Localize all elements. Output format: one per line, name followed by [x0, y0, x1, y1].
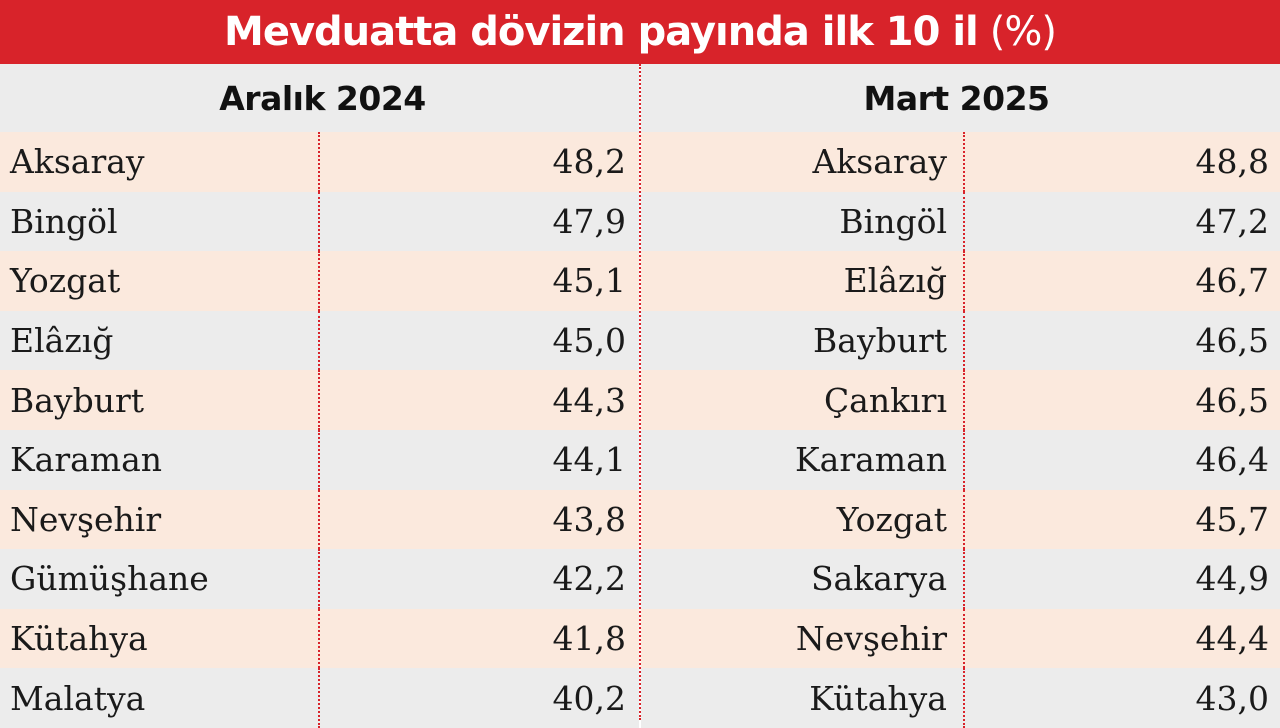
table-row: Kütahya 43,0	[641, 668, 1280, 728]
province-name: Bayburt	[813, 321, 947, 361]
share-value: 46,5	[1195, 321, 1269, 361]
table-row: Karaman 44,1	[0, 429, 639, 490]
share-value: 45,1	[552, 261, 626, 301]
province-name: Bayburt	[10, 380, 144, 420]
table-row: Nevşehir 44,4	[641, 608, 1280, 669]
table-row: Gümüşhane 42,2	[0, 549, 639, 609]
cell-divider	[318, 132, 320, 192]
province-name: Elâzığ	[843, 261, 947, 301]
share-value: 48,8	[1195, 142, 1269, 182]
cell-divider	[318, 489, 320, 550]
province-name: Bingöl	[839, 201, 947, 241]
table-row: Malatya 40,2	[0, 668, 639, 728]
province-name: Çankırı	[823, 380, 947, 420]
province-name: Yozgat	[836, 499, 947, 539]
panel-mart-2025: Mart 2025 Aksaray 48,8 Bingöl 47,2 Elâzığ 46,…	[641, 64, 1280, 728]
cell-divider	[963, 251, 965, 311]
cell-divider	[318, 251, 320, 311]
cell-divider	[318, 549, 320, 609]
column-header-left-label: Aralık 2024	[219, 78, 426, 118]
column-header-right-label: Mart 2025	[863, 78, 1051, 118]
cell-divider	[963, 429, 965, 490]
cell-divider	[318, 668, 320, 728]
share-value: 44,3	[552, 380, 626, 420]
column-header-right: Mart 2025	[641, 64, 1280, 132]
column-header-left: Aralık 2024	[0, 64, 639, 132]
table-row: Bayburt 46,5	[641, 310, 1280, 371]
province-name: Sakarya	[810, 559, 947, 599]
province-name: Aksaray	[10, 142, 145, 182]
province-name: Gümüşhane	[10, 559, 209, 599]
table-row: Aksaray 48,8	[641, 132, 1280, 192]
cell-divider	[963, 668, 965, 728]
province-name: Bingöl	[10, 201, 118, 241]
share-value: 46,4	[1195, 440, 1269, 480]
panel-aralik-2024: Aralık 2024 Aksaray 48,2 Bingöl 47,9 Yozgat 4…	[0, 64, 639, 728]
table-title: Mevduatta dövizin payında ilk 10 il (%)	[0, 0, 1280, 64]
province-name: Karaman	[795, 440, 947, 480]
province-name: Kütahya	[10, 619, 148, 659]
province-name: Yozgat	[10, 261, 121, 301]
cell-divider	[318, 429, 320, 490]
cell-divider	[318, 370, 320, 430]
share-value: 46,5	[1195, 380, 1269, 420]
cell-divider	[963, 370, 965, 430]
share-value: 43,0	[1195, 678, 1269, 718]
share-value: 44,9	[1195, 559, 1269, 599]
share-value: 46,7	[1195, 261, 1269, 301]
table-row: Bingöl 47,9	[0, 191, 639, 252]
cell-divider	[963, 489, 965, 550]
province-name: Elâzığ	[10, 321, 114, 361]
table-row: Elâzığ 46,7	[641, 251, 1280, 311]
cell-divider	[963, 132, 965, 192]
cell-divider	[318, 608, 320, 669]
province-name: Aksaray	[812, 142, 947, 182]
cell-divider	[963, 310, 965, 371]
share-value: 47,9	[552, 201, 626, 241]
cell-divider	[963, 549, 965, 609]
rows-left: Aksaray 48,2 Bingöl 47,9 Yozgat 45,1 Elâzığ 45,…	[0, 132, 639, 728]
province-name: Karaman	[10, 440, 162, 480]
cell-divider	[318, 310, 320, 371]
table-row: Sakarya 44,9	[641, 549, 1280, 609]
province-name: Nevşehir	[10, 499, 162, 539]
cell-divider	[963, 608, 965, 669]
title-text: Mevduatta dövizin payında ilk 10 il	[224, 9, 979, 55]
share-value: 44,1	[552, 440, 626, 480]
table-row: Bayburt 44,3	[0, 370, 639, 430]
province-name: Kütahya	[809, 678, 947, 718]
table-row: Çankırı 46,5	[641, 370, 1280, 430]
share-value: 48,2	[552, 142, 626, 182]
share-value: 45,0	[552, 321, 626, 361]
table-row: Yozgat 45,1	[0, 251, 639, 311]
share-value: 45,7	[1195, 499, 1269, 539]
table-row: Elâzığ 45,0	[0, 310, 639, 371]
table-row: Bingöl 47,2	[641, 191, 1280, 252]
table-row: Aksaray 48,2	[0, 132, 639, 192]
table-row: Nevşehir 43,8	[0, 489, 639, 550]
share-value: 40,2	[552, 678, 626, 718]
share-value: 42,2	[552, 559, 626, 599]
title-unit: (%)	[989, 9, 1057, 55]
table-row: Yozgat 45,7	[641, 489, 1280, 550]
share-value: 47,2	[1195, 201, 1269, 241]
province-name: Nevşehir	[795, 619, 947, 659]
share-value: 44,4	[1195, 619, 1269, 659]
cell-divider	[963, 191, 965, 252]
table-row: Kütahya 41,8	[0, 608, 639, 669]
share-value: 43,8	[552, 499, 626, 539]
province-name: Malatya	[10, 678, 146, 718]
table-row: Karaman 46,4	[641, 429, 1280, 490]
share-value: 41,8	[552, 619, 626, 659]
cell-divider	[318, 191, 320, 252]
rows-right: Aksaray 48,8 Bingöl 47,2 Elâzığ 46,7 Bayburt 46…	[641, 132, 1280, 728]
panel-divider	[639, 64, 641, 720]
